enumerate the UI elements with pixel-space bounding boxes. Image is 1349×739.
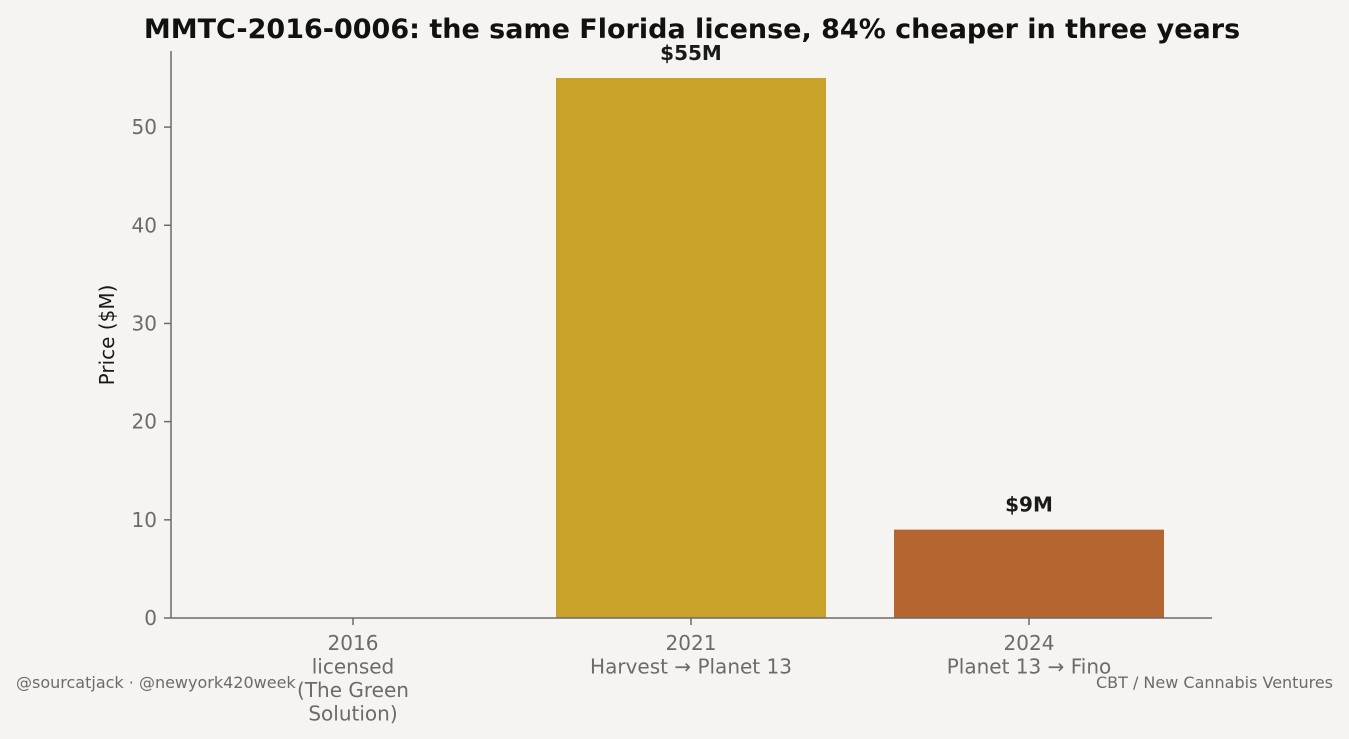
bar-2021 <box>556 78 826 618</box>
y-tick-label: 50 <box>132 115 157 139</box>
y-tick-label: 30 <box>132 311 157 335</box>
footer-source: CBT / New Cannabis Ventures <box>1095 673 1333 692</box>
data-label-2024: $9M <box>1005 493 1053 517</box>
footer-credit-handles: @sourcatjack · @newyork420week <box>16 673 296 692</box>
y-tick-label: 10 <box>132 508 157 532</box>
x-tick-label-line: 2016 <box>328 631 379 655</box>
x-tick-label-line: Harvest → Planet 13 <box>590 655 792 679</box>
x-tick-label-line: 2024 <box>1004 631 1055 655</box>
x-tick-label-2021: 2021 Harvest → Planet 13 <box>590 631 792 679</box>
chart-title: MMTC-2016-0006: the same Florida license… <box>144 14 1240 45</box>
y-tick-label: 20 <box>132 410 157 434</box>
data-label-2021: $55M <box>660 41 722 65</box>
bar-2024 <box>894 529 1164 618</box>
x-tick-label-2024: 2024 Planet 13 → Fino <box>947 631 1112 679</box>
x-tick-label-line: (The Green <box>297 678 409 702</box>
x-tick-label-line: Solution) <box>308 702 397 726</box>
y-axis-label: Price ($M) <box>95 285 119 386</box>
y-tick-label: 40 <box>132 213 157 237</box>
x-tick-label-line: 2021 <box>666 631 717 655</box>
y-tick-label: 0 <box>144 606 157 630</box>
x-tick-label-2016: 2016 licensed (The Green Solution) <box>297 631 409 726</box>
x-tick-label-line: Planet 13 → Fino <box>947 655 1112 679</box>
x-tick-label-line: licensed <box>312 655 395 679</box>
